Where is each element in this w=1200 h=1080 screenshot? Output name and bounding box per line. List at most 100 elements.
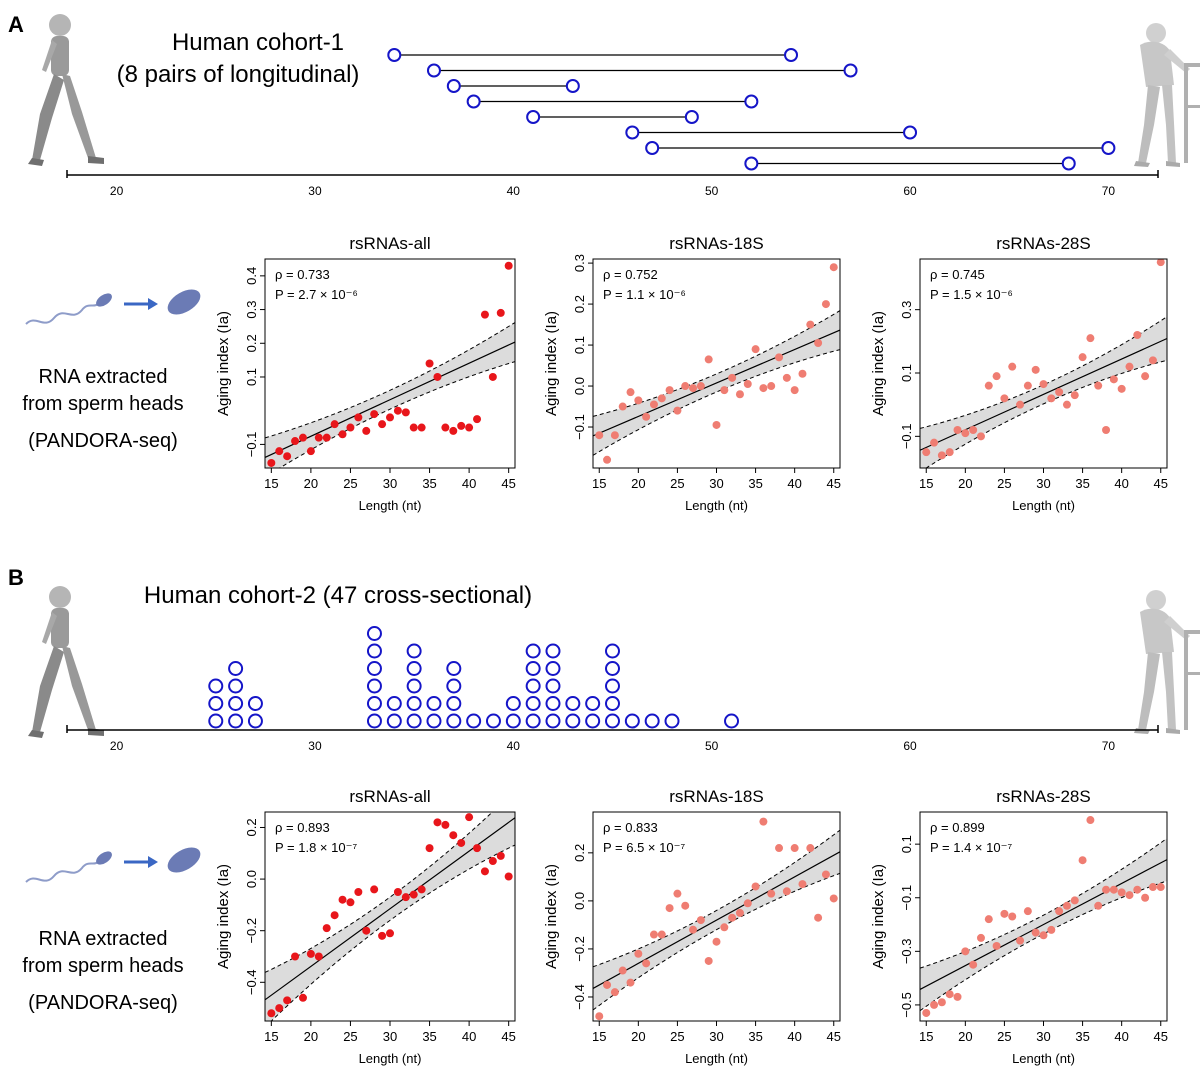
subject-marker [366, 626, 382, 641]
elderly-person-icon-b [1134, 590, 1200, 734]
y-tick-label: 0.0 [244, 870, 259, 888]
pair-end-marker [565, 79, 580, 93]
y-axis-label: Aging index (Ia) [543, 311, 560, 416]
data-point [961, 429, 970, 438]
x-tick-label: 15 [264, 1029, 278, 1044]
side-text-a-line2: from sperm heads [22, 393, 183, 415]
rho-annotation: ρ = 0.745 [930, 267, 985, 282]
confidence-upper-line [265, 322, 515, 439]
subject-marker [366, 696, 382, 711]
young-person-icon-b [28, 586, 104, 738]
x-axis-label: Length (nt) [685, 1051, 748, 1066]
data-point [362, 926, 371, 935]
confidence-lower-line [593, 349, 840, 456]
side-text-b-line1: RNA extracted [39, 928, 168, 950]
subject-marker [247, 696, 263, 711]
data-point [673, 406, 682, 415]
plot-a-18s: rsRNAs-18S 15 20 25 30 35 40 45 −0.1 0.0 0.1 0.2 0.3… [543, 234, 841, 513]
data-point [1094, 381, 1103, 390]
subject-marker [406, 661, 422, 676]
x-tick-label: 35 [748, 1029, 762, 1044]
subject-marker [545, 696, 561, 711]
pair-end-marker [903, 125, 918, 140]
subject-marker [605, 643, 620, 659]
timeline-tick-label: 40 [507, 739, 521, 753]
data-point [1141, 372, 1150, 381]
subject-marker [545, 678, 561, 694]
data-point [790, 844, 799, 853]
x-tick-label: 35 [422, 1029, 436, 1044]
subject-marker [525, 643, 541, 659]
y-tick-label: 0.2 [572, 295, 587, 313]
subject-marker [366, 713, 382, 729]
data-point [657, 394, 666, 403]
cohort1-title-line1: Human cohort-1 [172, 29, 344, 56]
confidence-upper-line [593, 829, 840, 968]
data-point [354, 887, 363, 896]
data-point [393, 406, 402, 415]
data-point [1109, 885, 1118, 894]
data-point [346, 898, 355, 907]
subject-marker [366, 643, 382, 659]
confidence-band [265, 322, 515, 468]
subject-marker [228, 713, 244, 729]
data-point [689, 925, 698, 934]
data-point [473, 415, 482, 424]
data-point [806, 320, 815, 329]
data-point [1000, 909, 1009, 918]
y-tick-label: 0.1 [899, 364, 914, 382]
data-point [603, 455, 612, 464]
data-point [441, 820, 450, 829]
data-point [728, 373, 737, 382]
data-point [393, 887, 402, 896]
data-point [1070, 391, 1079, 400]
subject-marker [545, 643, 561, 659]
y-tick-label: 0.0 [572, 377, 587, 395]
y-tick-label: −0.4 [572, 984, 587, 1010]
data-point [314, 433, 323, 442]
pair-start-marker [466, 94, 481, 109]
subject-marker [565, 713, 581, 729]
elderly-person-icon-a [1134, 23, 1200, 167]
data-point [488, 857, 497, 866]
data-point [665, 904, 674, 913]
plot-title: rsRNAs-all [349, 234, 430, 253]
x-tick-label: 45 [1154, 476, 1168, 491]
y-tick-label: 0.3 [572, 254, 587, 272]
x-tick-label: 30 [383, 476, 397, 491]
data-point [681, 901, 690, 910]
data-point [969, 426, 978, 434]
plot-title: rsRNAs-18S [669, 234, 763, 253]
timeline-tick-label: 20 [110, 739, 124, 753]
confidence-upper-line [265, 812, 494, 973]
data-point [767, 382, 776, 391]
x-axis-label: Length (nt) [359, 498, 422, 513]
data-point [370, 885, 379, 894]
data-point [298, 993, 307, 1002]
data-point [603, 980, 612, 989]
subject-marker [585, 696, 601, 711]
x-tick-label: 25 [997, 476, 1011, 491]
subject-marker [406, 678, 422, 694]
subject-marker [446, 696, 462, 711]
data-point [465, 423, 474, 432]
confidence-band [920, 316, 1167, 468]
cohort2-timeline: 20 30 40 50 60 70 [66, 626, 1159, 753]
x-tick-label: 45 [827, 476, 841, 491]
data-point [330, 420, 339, 429]
data-point [433, 818, 442, 827]
data-point [496, 308, 505, 317]
data-point [1156, 259, 1165, 267]
y-tick-label: −0.3 [899, 938, 914, 964]
panel-b-letter: B [8, 565, 24, 590]
data-point [1086, 334, 1095, 343]
confidence-lower-line [925, 359, 1167, 468]
data-point [595, 431, 604, 440]
regression-line [593, 329, 840, 437]
data-point [449, 831, 458, 840]
y-axis-label: Aging index (Ia) [215, 864, 232, 969]
data-point [1008, 362, 1017, 371]
data-point [930, 1000, 939, 1009]
data-point [976, 432, 985, 441]
